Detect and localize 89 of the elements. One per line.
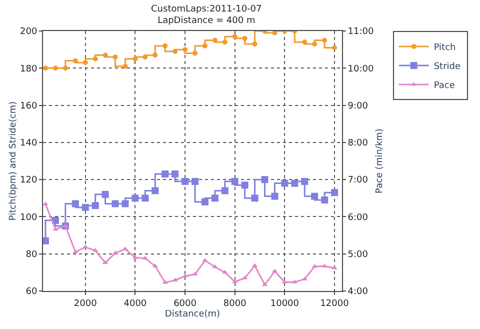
y2-tick-label: 6:00: [348, 212, 368, 223]
y-tick-label: 80: [26, 250, 38, 260]
point: [52, 66, 58, 71]
legend-label: Pitch: [434, 43, 456, 54]
point: [321, 196, 328, 204]
y2-tick-label: 4:00: [348, 287, 368, 298]
point: [72, 58, 78, 64]
point: [132, 194, 139, 202]
point: [212, 264, 218, 268]
point: [331, 189, 338, 196]
point: [271, 192, 278, 200]
y2-axis-title: Pace (min/km): [374, 128, 385, 194]
point: [52, 226, 58, 231]
point: [112, 54, 118, 60]
y-tick-label: 120: [20, 176, 38, 186]
point: [82, 60, 88, 66]
x-tick-label: 10000: [270, 298, 300, 309]
point: [251, 194, 258, 202]
x-tick-label: 12000: [320, 298, 350, 309]
point: [212, 38, 218, 43]
point: [182, 47, 188, 52]
point: [202, 43, 208, 48]
x-tick-label: 4000: [124, 298, 147, 309]
x-tick-label: 8000: [223, 298, 247, 309]
x-tick-label: 2000: [74, 298, 98, 309]
point: [231, 178, 238, 185]
y-tick-label: 140: [20, 138, 38, 149]
point: [92, 202, 99, 210]
point: [222, 270, 228, 274]
y-tick-label: 160: [20, 101, 38, 112]
point: [191, 178, 198, 185]
point: [312, 42, 318, 46]
point: [102, 190, 109, 198]
point: [222, 40, 228, 45]
y-tick-label: 60: [26, 287, 38, 298]
x-axis-title: Distance(m): [164, 310, 220, 320]
point: [241, 182, 248, 189]
point: [162, 43, 168, 48]
y2-tick-label: 11:00: [348, 27, 374, 38]
point: [62, 66, 68, 71]
point: [102, 52, 108, 58]
y2-tick-label: 7:00: [348, 176, 368, 186]
x-tick-label: 6000: [174, 298, 197, 309]
point: [172, 48, 178, 54]
point: [242, 36, 248, 41]
point: [43, 237, 49, 244]
point: [211, 194, 218, 202]
point: [332, 45, 338, 50]
point: [43, 66, 48, 71]
point: [272, 31, 278, 36]
point: [92, 56, 98, 62]
point: [291, 180, 298, 187]
point: [43, 202, 48, 206]
point: [72, 200, 79, 208]
y2-tick-label: 5:00: [348, 250, 368, 260]
point: [122, 200, 129, 208]
chart-subtitle: LapDistance = 400 m: [158, 16, 256, 26]
point: [252, 42, 258, 46]
point: [302, 40, 308, 45]
point: [142, 194, 149, 202]
point: [281, 180, 288, 187]
point: [182, 178, 189, 185]
point: [112, 200, 119, 208]
point: [232, 34, 238, 40]
point: [82, 204, 89, 211]
point: [152, 52, 158, 58]
legend-label: Stride: [434, 62, 461, 72]
point: [261, 176, 268, 184]
y2-tick-label: 9:00: [348, 101, 368, 112]
point: [322, 38, 328, 43]
y-tick-label: 180: [20, 64, 38, 74]
point: [192, 50, 198, 56]
point: [132, 56, 138, 62]
point: [172, 170, 179, 178]
y-axis-title: Pitch(bpm) and Stride(cm): [8, 101, 18, 221]
y-tick-label: 200: [20, 27, 38, 38]
legend-label: Pace: [434, 81, 456, 92]
point: [152, 187, 159, 194]
point: [201, 198, 208, 206]
y2-tick-label: 10:00: [348, 64, 374, 74]
point: [122, 64, 128, 69]
point: [142, 54, 148, 60]
point: [301, 178, 308, 185]
y2-tick-label: 8:00: [348, 138, 368, 149]
point: [221, 187, 228, 194]
point: [311, 192, 318, 200]
point: [162, 170, 169, 178]
y-tick-label: 100: [20, 212, 38, 223]
chart-title: CustomLaps:2011-10-07: [151, 4, 262, 15]
